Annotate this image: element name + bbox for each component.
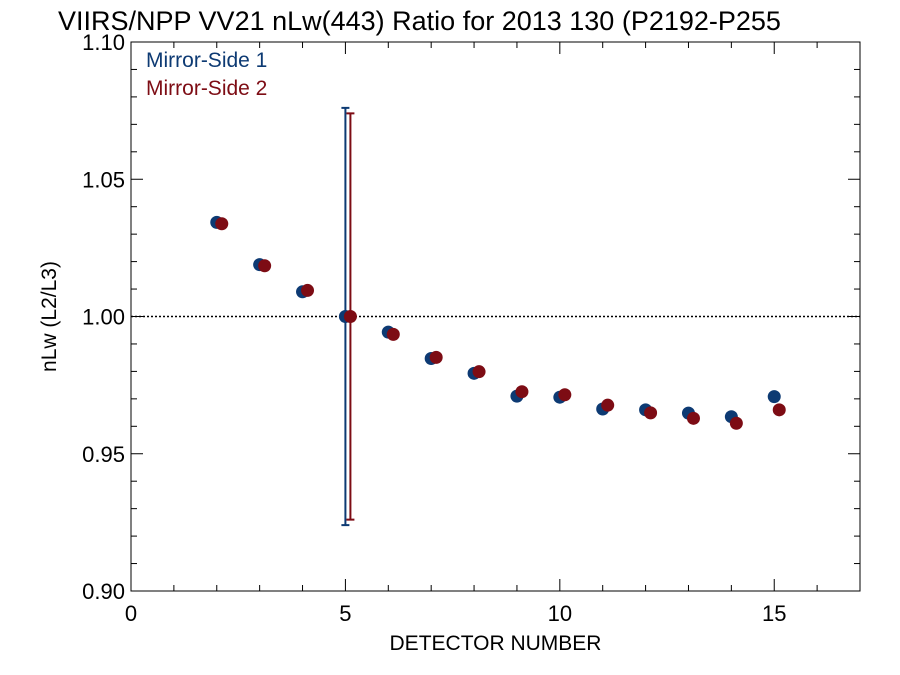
legend-mirror-side-1: Mirror-Side 1: [146, 49, 267, 72]
y-tick-label: 1.10: [82, 30, 125, 55]
data-point: [215, 217, 229, 231]
data-point: [429, 350, 443, 364]
legend-mirror-side-2: Mirror-Side 2: [146, 77, 267, 100]
chart-title: VIIRS/NPP VV21 nLw(443) Ratio for 2013 1…: [58, 6, 781, 36]
data-point: [301, 283, 315, 297]
data-point: [601, 398, 615, 412]
data-point: [515, 385, 529, 399]
x-tick-label: 10: [548, 601, 572, 626]
data-point: [258, 259, 272, 273]
data-point: [558, 388, 572, 402]
data-point: [729, 416, 743, 430]
tick-labels: 0 5 10 15 0.90 0.95 1.00 1.05 1.10: [82, 30, 786, 626]
data-point: [686, 411, 700, 425]
x-tick-label: 5: [339, 601, 351, 626]
y-tick-label: 0.95: [82, 442, 125, 467]
y-axis-label: nLw (L2/L3): [38, 261, 61, 372]
data-point: [767, 390, 781, 404]
x-axis-label: DETECTOR NUMBER: [390, 632, 602, 655]
axis-ticks: [131, 42, 860, 591]
data-point: [386, 327, 400, 341]
data-point: [772, 403, 786, 417]
y-tick-label: 1.00: [82, 305, 125, 330]
data-point: [644, 406, 658, 420]
data-point: [472, 365, 486, 379]
data-points: [210, 215, 786, 430]
y-tick-label: 0.90: [82, 579, 125, 604]
x-tick-label: 15: [762, 601, 786, 626]
y-tick-label: 1.05: [82, 167, 125, 192]
x-tick-label: 0: [125, 601, 137, 626]
data-point: [343, 310, 357, 323]
